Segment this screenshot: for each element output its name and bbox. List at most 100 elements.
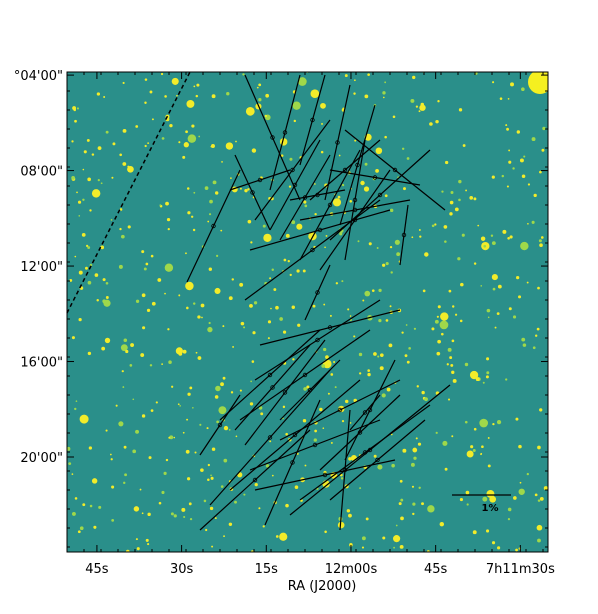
- star: [267, 320, 272, 324]
- star: [285, 432, 288, 436]
- star: [147, 543, 150, 546]
- vector-center: [335, 140, 340, 145]
- star: [532, 346, 536, 350]
- star: [221, 161, 223, 163]
- star: [513, 496, 517, 500]
- star: [435, 431, 438, 434]
- star: [512, 315, 517, 319]
- star: [79, 414, 89, 424]
- x-tick-label: 7h11m30s: [486, 562, 555, 577]
- star: [135, 299, 140, 303]
- star: [258, 507, 261, 510]
- star: [207, 478, 210, 482]
- star: [231, 278, 235, 281]
- star: [170, 512, 174, 516]
- star: [91, 153, 95, 156]
- star: [265, 93, 270, 98]
- star: [298, 77, 307, 86]
- star: [492, 287, 496, 291]
- star: [459, 319, 463, 323]
- star: [492, 81, 495, 84]
- vector: [299, 149, 361, 261]
- star: [406, 157, 410, 160]
- star: [472, 530, 477, 535]
- star: [103, 96, 106, 99]
- star: [359, 487, 362, 490]
- star: [119, 153, 123, 157]
- star: [139, 488, 142, 491]
- star: [207, 463, 211, 467]
- star: [178, 141, 181, 144]
- star: [121, 370, 124, 373]
- star: [214, 517, 217, 520]
- star: [141, 414, 146, 418]
- star: [448, 289, 452, 293]
- star: [506, 185, 509, 188]
- polarization-vectors: [186, 74, 451, 531]
- star: [125, 549, 130, 552]
- star: [225, 142, 234, 150]
- star: [338, 154, 341, 157]
- star: [492, 276, 497, 280]
- star: [71, 511, 76, 516]
- star: [482, 381, 485, 384]
- star: [431, 327, 435, 331]
- star: [96, 92, 101, 96]
- star: [189, 518, 193, 521]
- star: [486, 357, 490, 361]
- star: [472, 449, 476, 453]
- star: [527, 222, 529, 225]
- star: [196, 83, 200, 87]
- star: [185, 252, 187, 255]
- star: [373, 454, 377, 458]
- star: [341, 183, 345, 187]
- star: [135, 429, 140, 434]
- star: [515, 548, 518, 552]
- star: [185, 281, 194, 291]
- star: [519, 481, 522, 484]
- star: [379, 366, 384, 371]
- star: [200, 303, 205, 308]
- star: [102, 299, 107, 304]
- star: [403, 187, 406, 191]
- star: [186, 418, 189, 421]
- star: [201, 316, 203, 319]
- star: [382, 536, 386, 540]
- star: [324, 246, 326, 249]
- star: [412, 502, 416, 506]
- star: [228, 429, 231, 431]
- star: [146, 308, 151, 312]
- star: [75, 400, 78, 402]
- star: [492, 423, 495, 426]
- star: [399, 479, 403, 483]
- star: [130, 343, 135, 347]
- vector-center: [342, 167, 348, 173]
- star: [507, 517, 511, 521]
- vector: [324, 84, 351, 201]
- star: [165, 458, 169, 462]
- star: [111, 485, 115, 489]
- star: [192, 302, 196, 305]
- star: [417, 442, 422, 446]
- star: [207, 220, 210, 223]
- scale-label: 1%: [482, 503, 499, 514]
- star: [364, 162, 368, 166]
- star: [449, 200, 454, 205]
- star: [508, 149, 511, 152]
- vector: [279, 379, 401, 441]
- star: [327, 392, 330, 395]
- star: [497, 284, 502, 289]
- star: [122, 81, 125, 85]
- star: [531, 137, 536, 142]
- star: [78, 215, 81, 217]
- star: [264, 114, 268, 118]
- star: [143, 267, 147, 271]
- sky-image: [67, 72, 548, 552]
- star: [220, 382, 224, 387]
- star: [323, 303, 326, 306]
- star: [480, 285, 483, 287]
- star: [460, 282, 464, 287]
- star: [218, 406, 227, 415]
- vector-center: [377, 192, 383, 198]
- star: [480, 452, 483, 455]
